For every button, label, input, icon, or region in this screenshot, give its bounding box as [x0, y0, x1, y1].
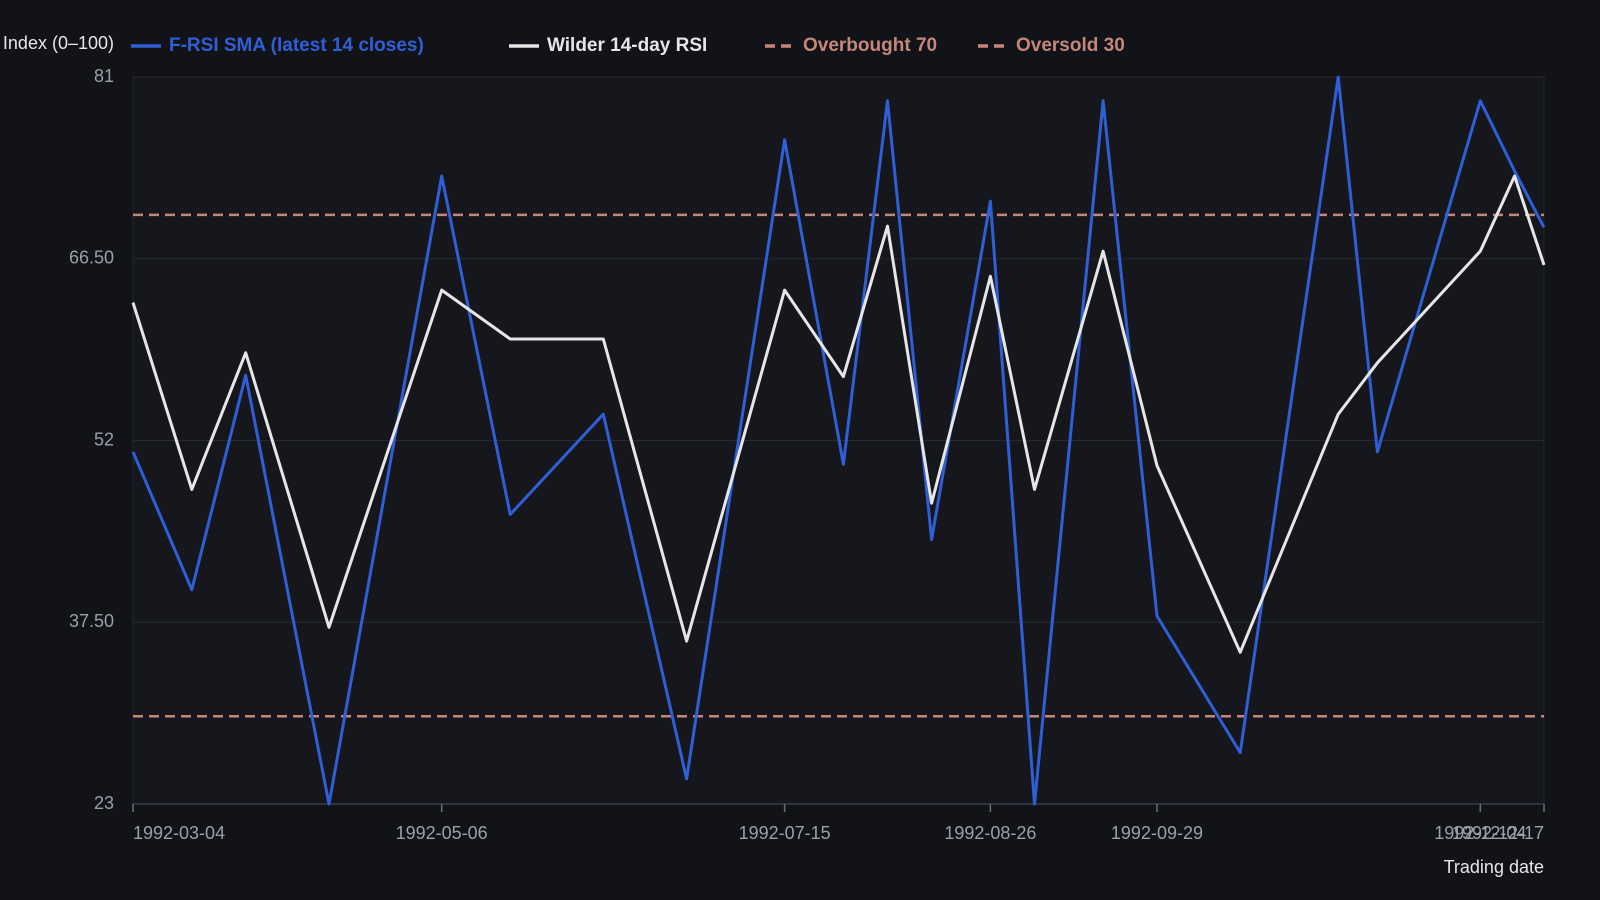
x-tick-label: 1992-07-15 [739, 823, 831, 843]
y-tick-label: 37.50 [69, 611, 114, 631]
series-line [131, 174, 1546, 654]
y-tick-label: 66.50 [69, 248, 114, 268]
legend-label: Wilder 14-day RSI [547, 35, 707, 56]
x-tick-label: 1992-12-17 [1452, 823, 1544, 843]
y-tick-label: 52 [94, 429, 114, 449]
legend-label: Oversold 30 [1016, 35, 1125, 56]
legend-label: F-RSI SMA (latest 14 closes) [169, 35, 424, 56]
x-tick-label: 1992-12-04 [1434, 823, 1526, 843]
legend-label: Overbought 70 [803, 35, 937, 56]
series-line [131, 75, 1546, 806]
x-tick-label: 1992-05-06 [396, 823, 488, 843]
x-tick-label: 1992-08-26 [944, 823, 1036, 843]
y-tick-label: 23 [94, 793, 114, 813]
y-tick-label: 81 [94, 66, 114, 86]
y-axis-label: Index (0–100) [3, 33, 114, 53]
x-tick-label: 1992-03-04 [133, 823, 225, 843]
x-axis-label: Trading date [1444, 857, 1544, 877]
x-tick-label: 1992-09-29 [1111, 823, 1203, 843]
